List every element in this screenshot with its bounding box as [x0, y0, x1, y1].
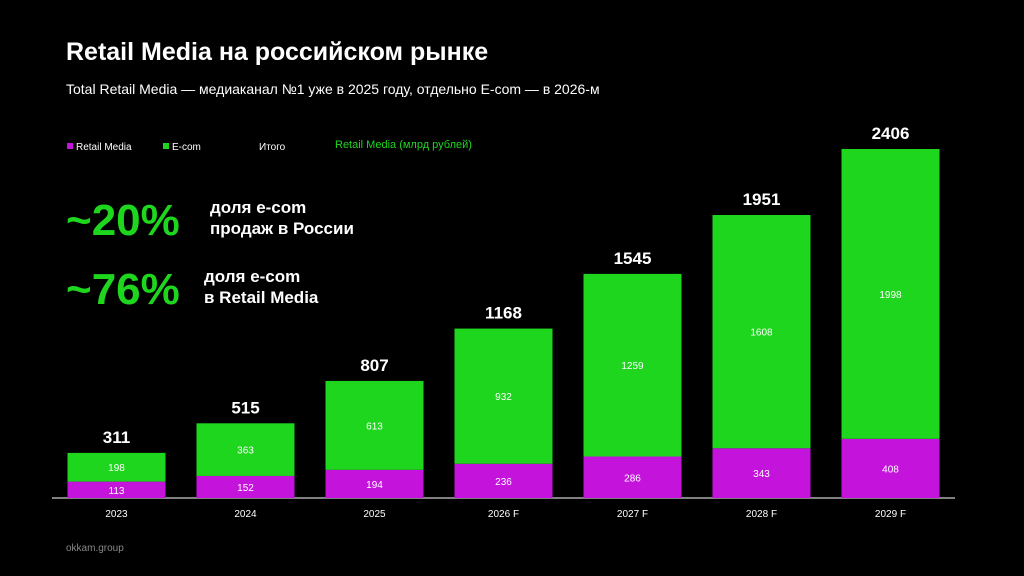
segment-label: 613 [366, 421, 383, 432]
title: Retail Media на российском рынке [66, 38, 488, 66]
total-label: 2406 [872, 124, 910, 143]
bar-segment [841, 149, 940, 439]
segment-label: 343 [753, 469, 770, 480]
bar-segment [841, 438, 940, 498]
x-tick-label: 2027 F [617, 509, 648, 520]
annotation-value: ~76% [66, 265, 180, 314]
x-tick-label: 2024 [234, 509, 257, 520]
bar-segment [583, 456, 682, 498]
legend-swatch [163, 143, 169, 149]
bar-segment [454, 328, 553, 464]
bar-segment [67, 452, 166, 482]
segment-label: 152 [237, 483, 254, 494]
segment-label: 236 [495, 477, 512, 488]
segment-label: 113 [109, 486, 125, 497]
x-tick-label: 2029 F [875, 509, 906, 520]
legend-label: Итого [259, 142, 286, 153]
annotation-value: ~20% [66, 196, 180, 245]
annotation-text: доля e-com [210, 198, 306, 217]
source: okkam.group [66, 543, 124, 554]
legend-label: Retail Media [76, 142, 132, 153]
segment-label: 408 [882, 464, 899, 475]
annotation-text: доля e-com [204, 267, 300, 286]
subtitle: Total Retail Media — медиаканал №1 уже в… [66, 81, 600, 97]
bar-segment [325, 469, 424, 498]
total-label: 1951 [743, 190, 781, 209]
bar-segment [67, 481, 166, 498]
x-tick-label: 2028 F [746, 509, 777, 520]
total-label: 311 [103, 428, 130, 447]
total-label: 1168 [485, 304, 522, 323]
bar-segment [325, 380, 424, 470]
segment-label: 1608 [750, 328, 773, 339]
x-tick-label: 2023 [105, 509, 128, 520]
bar-segment [196, 423, 295, 476]
segment-label: 1998 [879, 290, 902, 301]
chart-title: Retail Media (млрд рублей) [335, 139, 472, 151]
segment-label: 363 [237, 446, 254, 457]
segment-label: 194 [366, 480, 383, 491]
segment-label: 932 [495, 392, 512, 403]
x-tick-label: 2026 F [488, 509, 519, 520]
segment-label: 286 [624, 473, 641, 484]
bar-segment [583, 273, 682, 457]
total-label: 807 [360, 356, 388, 375]
bar-segment [454, 463, 553, 498]
legend-swatch [67, 143, 73, 149]
segment-label: 1259 [621, 361, 644, 372]
total-label: 515 [231, 398, 259, 417]
annotation-text: в Retail Media [204, 288, 319, 307]
bar-segment [712, 214, 811, 449]
segment-label: 198 [108, 463, 125, 474]
legend-label: E-com [172, 142, 201, 153]
total-label: 1545 [614, 249, 652, 268]
annotation-text: продаж в России [210, 219, 354, 238]
x-tick-label: 2025 [363, 509, 386, 520]
bar-segment [712, 448, 811, 498]
bar-segment [196, 475, 295, 498]
